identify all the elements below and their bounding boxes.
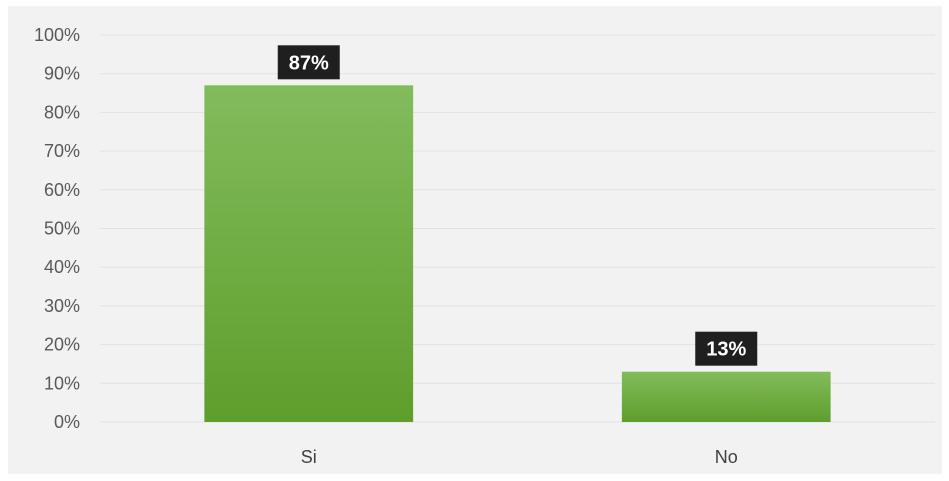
x-category-label: Si bbox=[301, 447, 317, 467]
data-label-box bbox=[277, 45, 340, 80]
y-tick-label: 60% bbox=[44, 180, 80, 200]
data-labels: 87% 13% bbox=[277, 45, 758, 366]
data-label-value: 13% bbox=[706, 339, 746, 361]
y-axis: 0% 10% 20% 30% 40% 50% 60% 70% 80% 90% 100% bbox=[34, 25, 80, 432]
y-tick-label: 70% bbox=[44, 141, 80, 161]
y-tick-label: 100% bbox=[34, 25, 80, 45]
y-tick-label: 50% bbox=[44, 219, 80, 239]
y-tick-label: 0% bbox=[54, 412, 80, 432]
x-axis: Si No bbox=[301, 447, 738, 467]
data-label: 13% bbox=[695, 331, 758, 366]
x-category-label: No bbox=[715, 447, 738, 467]
y-tick-label: 40% bbox=[44, 257, 80, 277]
data-label-value: 87% bbox=[289, 52, 329, 74]
y-tick-label: 80% bbox=[44, 102, 80, 122]
y-tick-label: 30% bbox=[44, 296, 80, 316]
data-label-box bbox=[695, 331, 758, 366]
y-tick-label: 20% bbox=[44, 335, 80, 355]
bars bbox=[204, 85, 831, 422]
bar bbox=[621, 371, 831, 422]
y-tick-label: 10% bbox=[44, 373, 80, 393]
bar bbox=[204, 85, 414, 422]
data-label: 87% bbox=[277, 45, 340, 80]
y-tick-label: 90% bbox=[44, 64, 80, 84]
